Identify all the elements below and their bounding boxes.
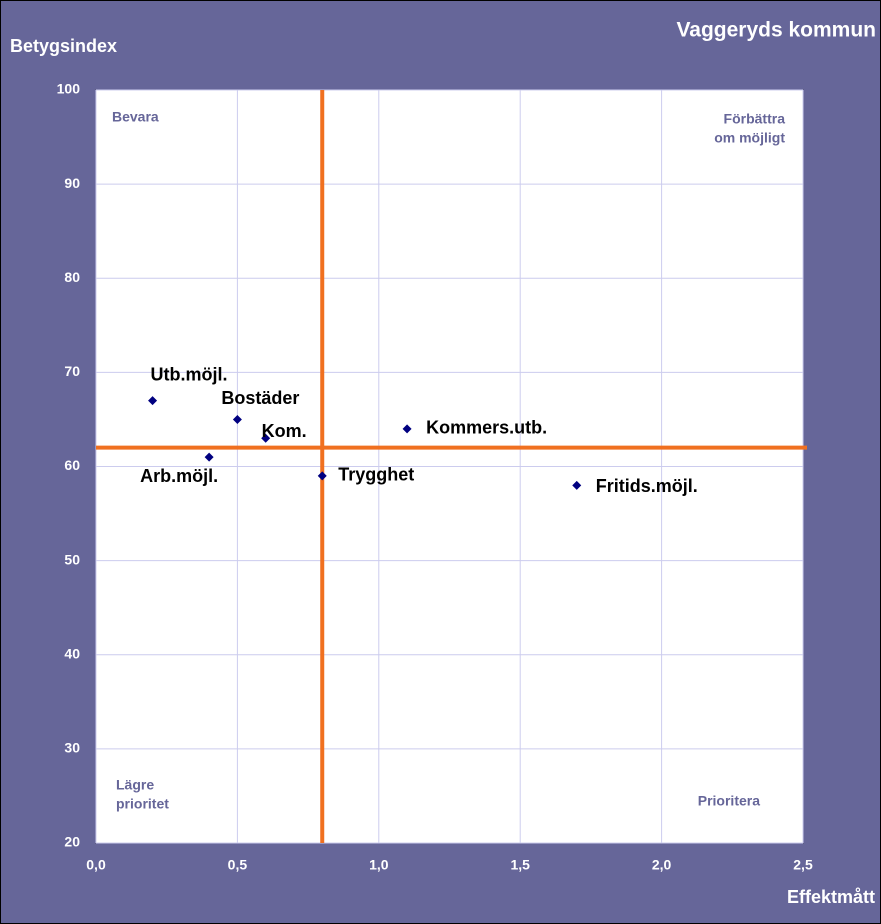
- quadrant-label: om möjligt: [714, 130, 785, 146]
- quadrant-label: Lägre: [116, 777, 154, 793]
- y-axis-label: Betygsindex: [10, 36, 117, 56]
- y-tick-label: 30: [64, 740, 80, 756]
- point-label: Fritids.möjl.: [596, 476, 698, 496]
- point-label: Utb.möjl.: [151, 364, 228, 384]
- point: [317, 471, 327, 481]
- y-tick-label: 90: [64, 175, 80, 191]
- point: [261, 433, 271, 443]
- quadrant-label: Prioritera: [698, 793, 760, 809]
- point: [204, 452, 214, 462]
- x-tick-label: 0,0: [86, 857, 106, 873]
- point: [232, 414, 242, 424]
- quadrant-label: prioritet: [116, 796, 169, 812]
- point-label: Bostäder: [221, 388, 299, 408]
- y-tick-label: 100: [57, 81, 81, 97]
- y-tick-label: 70: [64, 363, 80, 379]
- x-tick-label: 0,5: [228, 857, 248, 873]
- x-tick-label: 1,5: [510, 857, 530, 873]
- point: [572, 480, 582, 490]
- y-tick-label: 20: [64, 834, 80, 850]
- point: [148, 396, 158, 406]
- point-label: Trygghet: [338, 465, 414, 485]
- y-tick-label: 60: [64, 457, 80, 473]
- point-label: Kom.: [262, 421, 307, 441]
- quadrant-label: Förbättra: [724, 111, 786, 127]
- x-tick-label: 2,0: [652, 857, 672, 873]
- y-tick-label: 80: [64, 269, 80, 285]
- point-label: Kommers.utb.: [426, 418, 547, 438]
- x-tick-label: 1,0: [369, 857, 389, 873]
- point-label: Arb.möjl.: [140, 466, 218, 486]
- y-tick-label: 50: [64, 551, 80, 567]
- quadrant-label: Bevara: [112, 109, 159, 125]
- x-axis-label: Effektmått: [787, 887, 875, 907]
- x-tick-label: 2,5: [793, 857, 813, 873]
- point: [402, 424, 412, 434]
- chart-title: Vaggeryds kommun: [676, 19, 876, 42]
- y-tick-label: 40: [64, 645, 80, 661]
